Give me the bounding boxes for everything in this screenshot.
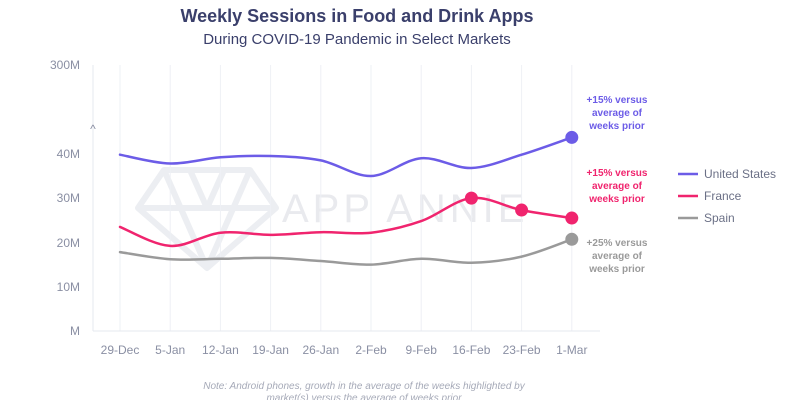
highlight-points	[464, 130, 579, 246]
legend-label: United States	[704, 167, 776, 181]
x-tick-label: 29-Dec	[101, 343, 140, 357]
x-tick-label: 1-Mar	[556, 343, 587, 357]
x-axis: 29-Dec 5-Jan 12-Jan 19-Jan 26-Jan 2-Feb 9-Feb 1…	[101, 343, 588, 357]
x-tick-label: 12-Jan	[202, 343, 239, 357]
series-line-united-states	[118, 136, 574, 178]
annotation: +25% versus average of weeks prior	[587, 238, 648, 275]
highlight-point	[464, 191, 478, 205]
legend: United States France Spain	[678, 167, 776, 225]
chart-title: Weekly Sessions in Food and Drink Apps	[180, 6, 533, 26]
footnote: Note: Android phones, growth in the aver…	[203, 381, 526, 400]
series-line-spain	[118, 238, 574, 266]
annotations: +15% versus average of weeks prior +15% ver…	[587, 95, 648, 275]
diamond-logo-icon	[135, 167, 279, 271]
highlight-point	[565, 211, 579, 225]
legend-label: Spain	[704, 211, 735, 225]
grid	[92, 65, 600, 332]
watermark: APP ANNIE	[135, 167, 528, 271]
y-axis: M 10M 20M 30M 40M 300M	[50, 58, 80, 338]
series-line-france	[118, 196, 574, 248]
y-tick-label: 40M	[57, 147, 80, 161]
axis-break-icon: ^	[90, 122, 96, 136]
x-tick-label: 19-Jan	[252, 343, 289, 357]
y-tick-label: 300M	[50, 58, 80, 72]
x-tick-label: 9-Feb	[406, 343, 438, 357]
highlight-point	[565, 130, 579, 144]
annotation: +15% versus average of weeks prior	[587, 168, 648, 205]
x-tick-label: 26-Jan	[302, 343, 339, 357]
y-tick-label: 20M	[57, 236, 80, 250]
footnote-line: Note: Android phones, growth in the aver…	[203, 381, 526, 392]
y-tick-label: M	[70, 324, 80, 338]
x-tick-label: 5-Jan	[155, 343, 185, 357]
series-lines	[118, 136, 574, 266]
legend-label: France	[704, 189, 742, 203]
annotation: +15% versus average of weeks prior	[587, 95, 648, 132]
y-tick-label: 30M	[57, 191, 80, 205]
x-tick-label: 2-Feb	[355, 343, 387, 357]
highlight-point	[515, 203, 529, 217]
chart-subtitle: During COVID-19 Pandemic in Select Marke…	[203, 31, 511, 48]
y-tick-label: 10M	[57, 280, 80, 294]
watermark-text: APP ANNIE	[282, 187, 528, 231]
x-tick-label: 16-Feb	[452, 343, 490, 357]
highlight-point	[565, 232, 579, 246]
footnote-line: market(s) versus the average of weeks pr…	[266, 393, 462, 400]
x-tick-label: 23-Feb	[503, 343, 541, 357]
